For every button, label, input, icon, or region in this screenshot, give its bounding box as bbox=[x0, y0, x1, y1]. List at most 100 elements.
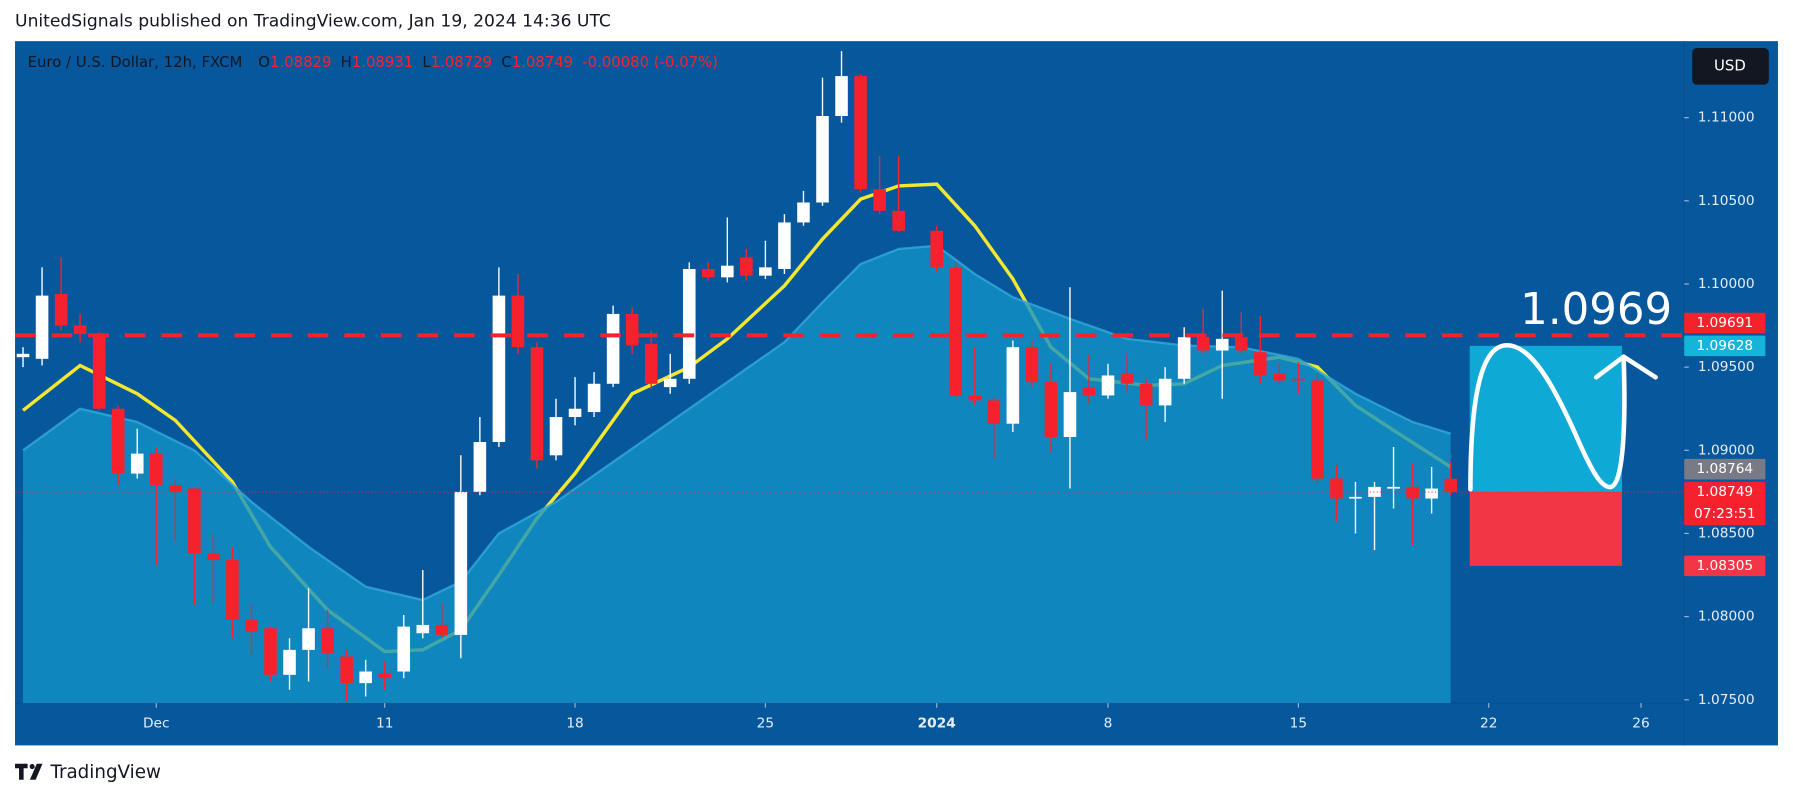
candle-body bbox=[587, 383, 601, 413]
bar-countdown: 07:23:51 bbox=[1694, 506, 1756, 522]
candle-body bbox=[226, 560, 239, 620]
candle-body bbox=[1215, 338, 1229, 351]
candle-body bbox=[930, 230, 943, 268]
candle-body bbox=[530, 347, 544, 461]
candle-body bbox=[283, 649, 296, 675]
profit-zone bbox=[1469, 345, 1622, 493]
price-label-box bbox=[1684, 335, 1766, 357]
candle-body bbox=[949, 267, 963, 396]
candle-body bbox=[644, 343, 658, 384]
area-fill bbox=[23, 245, 1451, 704]
candle-body bbox=[987, 400, 1001, 424]
candle-body bbox=[1311, 380, 1324, 479]
candle-body bbox=[92, 333, 106, 409]
price-label: 1.08305 bbox=[1696, 558, 1753, 574]
candle-body bbox=[1425, 488, 1438, 499]
legend-title: Euro / U.S. Dollar, 12h, FXCM bbox=[28, 53, 243, 71]
candle-body bbox=[797, 202, 810, 223]
price-label-box bbox=[1684, 458, 1766, 480]
candle-body bbox=[1044, 382, 1058, 437]
candle-body bbox=[1006, 347, 1020, 424]
candle-body bbox=[702, 269, 715, 278]
candle-body bbox=[54, 293, 68, 326]
price-label: 1.08749 bbox=[1696, 484, 1753, 500]
candle-body bbox=[568, 408, 582, 418]
x-tick-label: 15 bbox=[1290, 716, 1307, 732]
candle-body bbox=[511, 295, 525, 348]
candle-body bbox=[1349, 496, 1362, 499]
candle-body bbox=[721, 265, 734, 278]
candle-body bbox=[73, 325, 87, 334]
candle-body bbox=[1139, 383, 1153, 406]
candle-body bbox=[1234, 337, 1248, 351]
candle-body bbox=[1330, 478, 1343, 499]
price-label-box bbox=[1684, 312, 1766, 334]
x-tick-label: 22 bbox=[1480, 716, 1497, 732]
price-label: 1.09628 bbox=[1696, 338, 1753, 354]
loss-zone bbox=[1469, 492, 1622, 566]
publish-header: UnitedSignals published on TradingView.c… bbox=[15, 12, 611, 32]
candle-body bbox=[1025, 347, 1039, 383]
candle-body bbox=[873, 189, 886, 211]
x-tick-label: 26 bbox=[1632, 716, 1649, 732]
candle-body bbox=[663, 378, 677, 388]
candle-body bbox=[435, 624, 449, 635]
candle-body bbox=[16, 353, 30, 358]
candle-body bbox=[302, 628, 315, 650]
candle-body bbox=[1444, 478, 1457, 493]
candle-body bbox=[1082, 387, 1096, 396]
y-tick-label: 1.09000 bbox=[1698, 442, 1755, 458]
currency-button[interactable] bbox=[1692, 48, 1769, 85]
candle-body bbox=[1387, 486, 1400, 489]
candle-body bbox=[359, 671, 372, 684]
logo-slash bbox=[29, 763, 43, 780]
hand-drawing bbox=[1468, 342, 1658, 492]
logo-dot bbox=[29, 764, 35, 770]
candle-body bbox=[854, 76, 867, 190]
y-tick-label: 1.08000 bbox=[1698, 609, 1755, 625]
candle-body bbox=[778, 222, 791, 270]
logo-mark bbox=[15, 763, 28, 780]
levels-layer: 1.0969 bbox=[15, 285, 1685, 493]
x-tick-label: 8 bbox=[1104, 716, 1113, 732]
legend-key: L bbox=[422, 53, 431, 71]
x-tick-label: 11 bbox=[376, 716, 393, 732]
y-tick-label: 1.09500 bbox=[1698, 359, 1755, 375]
candle-body bbox=[1063, 392, 1077, 437]
candle-body bbox=[130, 453, 144, 474]
candle-body bbox=[1254, 352, 1267, 376]
x-tick-label: 18 bbox=[566, 716, 583, 732]
legend-change: -0.00080 (-0.07%) bbox=[582, 53, 718, 71]
tradingview-logo bbox=[15, 763, 43, 780]
candle-body bbox=[835, 76, 848, 117]
legend-key: C bbox=[501, 53, 511, 71]
candle-body bbox=[968, 395, 982, 401]
legend-value: 1.08829 bbox=[270, 53, 331, 71]
y-tick-label: 1.07500 bbox=[1698, 692, 1755, 708]
legend-key: O bbox=[258, 53, 270, 71]
candle-body bbox=[892, 210, 905, 231]
candle-body bbox=[1406, 486, 1419, 499]
candle-body bbox=[245, 619, 258, 632]
candle-body bbox=[1101, 375, 1115, 396]
price-label: 1.08764 bbox=[1696, 461, 1753, 477]
candle-body bbox=[816, 116, 829, 203]
candle-body bbox=[35, 295, 49, 359]
candle-body bbox=[473, 441, 487, 492]
candles-layer bbox=[16, 51, 1457, 702]
drawn-curve bbox=[1468, 342, 1627, 492]
legend: Euro / U.S. Dollar, 12h, FXCM O1.08829 H1.… bbox=[28, 53, 718, 71]
candle-body bbox=[1120, 373, 1134, 384]
candle-body bbox=[1158, 378, 1172, 406]
currency-label[interactable]: USD bbox=[1714, 56, 1746, 74]
candle-body bbox=[625, 313, 639, 346]
candle-body bbox=[207, 553, 220, 561]
candle-body bbox=[321, 628, 334, 654]
price-label-box bbox=[1684, 481, 1766, 526]
legend-key: H bbox=[341, 53, 352, 71]
position-layer bbox=[1469, 345, 1622, 566]
y-tick-label: 1.10000 bbox=[1698, 276, 1755, 292]
candle-body bbox=[1368, 486, 1381, 497]
candle-body bbox=[188, 488, 201, 554]
